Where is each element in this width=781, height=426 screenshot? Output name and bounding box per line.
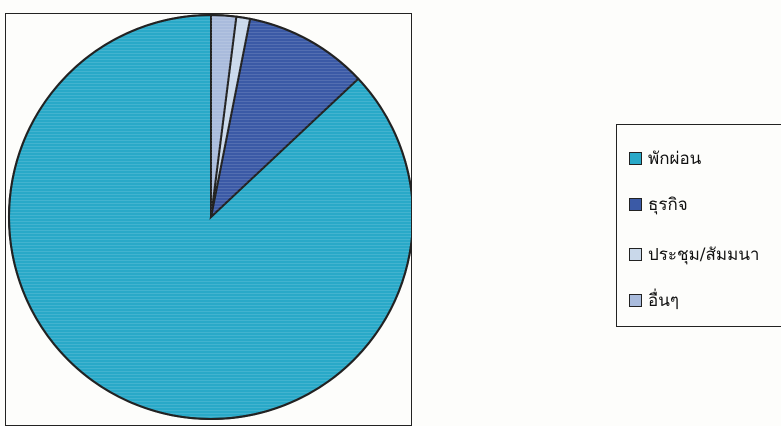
legend-item-3: อื่นๆ — [629, 287, 679, 314]
pie-outline — [8, 14, 411, 420]
legend-swatch-2 — [629, 248, 642, 261]
legend-swatch-3 — [629, 294, 642, 307]
pie-chart — [8, 14, 411, 420]
pie-slice-texture-1 — [211, 18, 359, 217]
legend-label-2: ประชุม/สัมมนา — [648, 245, 760, 265]
legend-swatch-1 — [629, 198, 642, 211]
pie-chart-frame — [5, 13, 412, 426]
legend: พักผ่อน ธุรกิจ ประชุม/สัมมนา อื่นๆ — [616, 124, 781, 327]
pie-slice-texture-2 — [211, 16, 251, 217]
pie-slice-texture-3 — [211, 15, 237, 217]
legend-swatch-0 — [629, 152, 642, 165]
legend-item-1: ธุรกิจ — [629, 191, 688, 218]
legend-item-2: ประชุม/สัมมนา — [629, 241, 759, 268]
legend-label-0: พักผ่อน — [648, 149, 702, 169]
legend-label-3: อื่นๆ — [648, 291, 679, 311]
legend-item-0: พักผ่อน — [629, 145, 701, 172]
legend-label-1: ธุรกิจ — [648, 195, 688, 215]
